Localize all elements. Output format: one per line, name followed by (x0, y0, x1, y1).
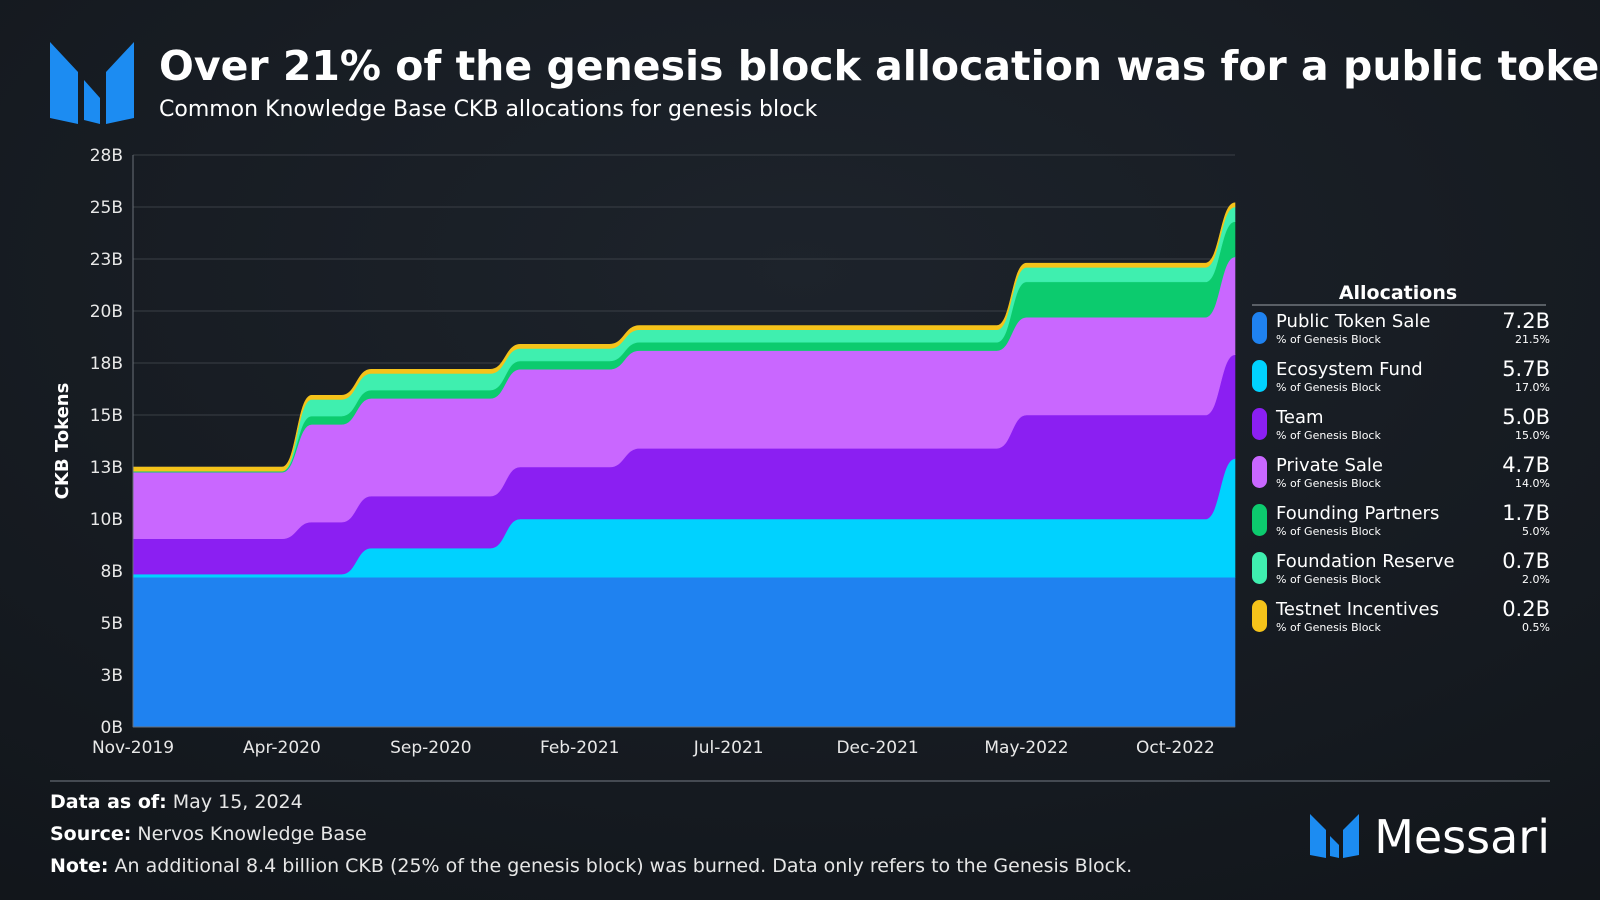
y-tick-label: 18B (90, 354, 123, 374)
legend-swatch (1252, 600, 1267, 632)
note-label: Note: (50, 855, 109, 877)
legend-share: 2.0% (1522, 573, 1550, 586)
legend-name: Foundation Reserve (1276, 551, 1455, 572)
legend-swatch (1252, 360, 1267, 392)
note-text: Nervos Knowledge Base (137, 823, 366, 845)
brand-name: Messari (1374, 810, 1550, 864)
x-tick-label: Dec-2021 (836, 738, 918, 758)
legend-sublabel: % of Genesis Block (1276, 477, 1381, 490)
legend-total: 0.2B (1502, 597, 1550, 621)
legend-total: 4.7B (1502, 453, 1550, 477)
legend-share: 17.0% (1515, 381, 1550, 394)
x-tick-label: Feb-2021 (540, 738, 620, 758)
legend-swatch (1252, 312, 1267, 344)
note-label: Data as of: (50, 791, 167, 813)
chart-subtitle: Common Knowledge Base CKB allocations fo… (159, 97, 818, 122)
note-text: May 15, 2024 (173, 791, 303, 813)
y-tick-label: 25B (90, 198, 123, 218)
legend-share: 15.0% (1515, 429, 1550, 442)
legend-sublabel: % of Genesis Block (1276, 333, 1381, 346)
x-tick-label: Jul-2021 (693, 738, 764, 758)
legend-share: 0.5% (1522, 621, 1550, 634)
y-tick-label: 13B (90, 458, 123, 478)
legend-sublabel: % of Genesis Block (1276, 573, 1381, 586)
logo-icon (50, 42, 134, 124)
area (132, 202, 1236, 472)
legend-share: 14.0% (1515, 477, 1550, 490)
y-tick-label: 0B (101, 718, 123, 738)
legend-swatch (1252, 456, 1267, 488)
y-tick-label: 8B (101, 562, 123, 582)
legend-name: Founding Partners (1276, 503, 1439, 524)
legend-share: 21.5% (1515, 333, 1550, 346)
y-tick-label: 3B (101, 666, 123, 686)
y-tick-label: 23B (90, 250, 123, 270)
y-tick-label: 10B (90, 510, 123, 530)
legend-sublabel: % of Genesis Block (1276, 381, 1381, 394)
legend-swatch (1252, 552, 1267, 584)
legend-swatch (1252, 408, 1267, 440)
legend-total: 5.7B (1502, 357, 1550, 381)
legend-sublabel: % of Genesis Block (1276, 621, 1381, 634)
footer-note: Source: Nervos Knowledge Base (50, 823, 367, 845)
legend-sublabel: % of Genesis Block (1276, 429, 1381, 442)
y-tick-label: 5B (101, 614, 123, 634)
legend-total: 0.7B (1502, 549, 1550, 573)
note-label: Source: (50, 823, 131, 845)
footer-note: Data as of: May 15, 2024 (50, 791, 303, 813)
footer-note: Note: An additional 8.4 billion CKB (25% … (50, 855, 1132, 877)
legend-name: Testnet Incentives (1275, 599, 1439, 620)
legend-name: Private Sale (1276, 455, 1383, 476)
note-text: An additional 8.4 billion CKB (25% of th… (115, 855, 1133, 877)
y-tick-label: 28B (90, 146, 123, 166)
legend-name: Team (1275, 407, 1324, 428)
legend-name: Public Token Sale (1276, 311, 1430, 332)
x-tick-label: Sep-2020 (390, 738, 471, 758)
legend-swatch (1252, 504, 1267, 536)
legend-title: Allocations (1339, 282, 1457, 304)
area (132, 576, 1236, 728)
legend-name: Ecosystem Fund (1276, 359, 1423, 380)
legend-total: 1.7B (1502, 501, 1550, 525)
chart-title: Over 21% of the genesis block allocation… (159, 42, 1600, 90)
brand-icon (1310, 814, 1359, 858)
y-tick-label: 15B (90, 406, 123, 426)
legend-share: 5.0% (1522, 525, 1550, 538)
x-tick-label: Nov-2019 (92, 738, 174, 758)
x-tick-label: Oct-2022 (1136, 738, 1215, 758)
legend-total: 5.0B (1502, 405, 1550, 429)
x-tick-label: Apr-2020 (243, 738, 321, 758)
y-axis-label: CKB Tokens (52, 383, 73, 500)
y-tick-label: 20B (90, 302, 123, 322)
x-tick-label: May-2022 (984, 738, 1068, 758)
legend-sublabel: % of Genesis Block (1276, 525, 1381, 538)
legend-total: 7.2B (1502, 309, 1550, 333)
